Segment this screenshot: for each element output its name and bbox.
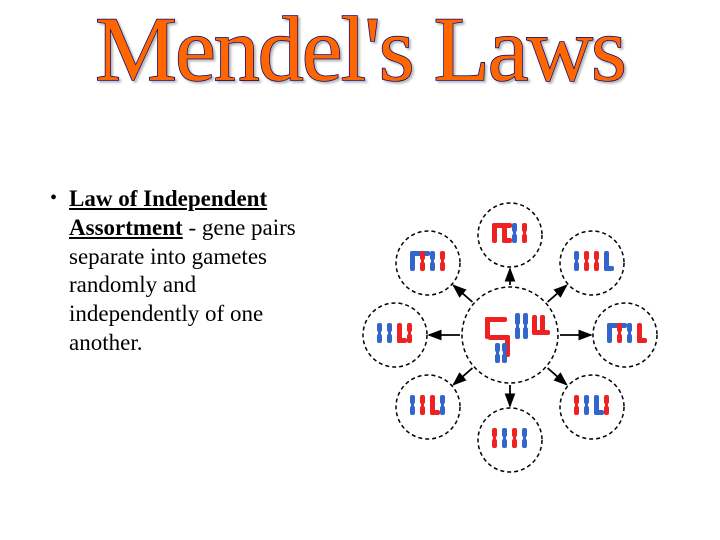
page-title: Mendel's Laws <box>0 0 720 115</box>
text-column: • Law of Independent Assortment - gene p… <box>40 185 340 490</box>
assortment-diagram <box>340 185 680 485</box>
bullet-icon: • <box>50 187 57 210</box>
svg-text:Mendel's Laws: Mendel's Laws <box>95 0 625 100</box>
bullet-item: • Law of Independent Assortment - gene p… <box>50 185 330 358</box>
bullet-text: Law of Independent Assortment - gene pai… <box>69 185 330 358</box>
content-row: • Law of Independent Assortment - gene p… <box>0 185 720 490</box>
diagram-column <box>340 185 680 490</box>
